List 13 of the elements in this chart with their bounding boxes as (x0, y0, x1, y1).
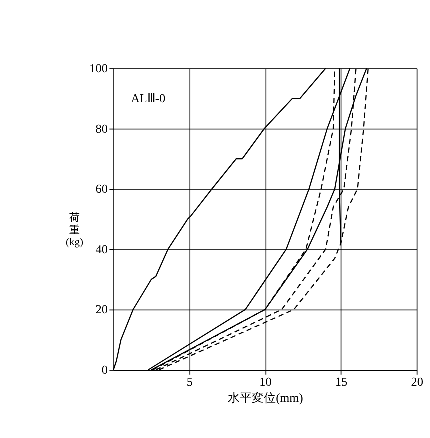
x-tick-label: 10 (260, 375, 272, 390)
annotation: ALⅢ-0 (131, 92, 166, 106)
y-tick-label: 40 (96, 242, 108, 256)
y-tick-label: 0 (102, 363, 108, 378)
x-tick-label: 15 (335, 375, 348, 390)
y-tick-label: 80 (96, 122, 108, 136)
y-tick-label: 60 (96, 182, 108, 196)
y-axis-title: 荷重(kg) (66, 212, 84, 249)
x-tick-label: 20 (411, 375, 424, 390)
y-tick-label: 100 (90, 61, 108, 76)
x-axis-title: 水平変位(mm) (228, 390, 304, 405)
y-tick-label: 20 (96, 302, 108, 317)
x-tick-label: 5 (186, 375, 193, 390)
